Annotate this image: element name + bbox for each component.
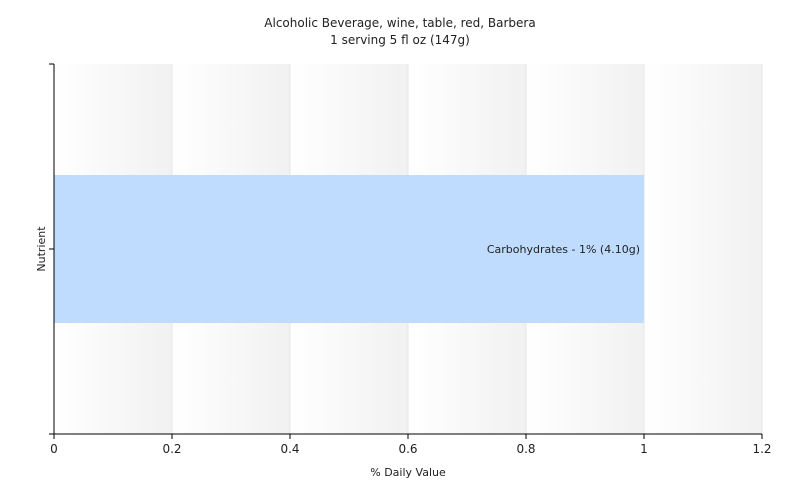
x-tick-label: 0 [50, 442, 58, 456]
x-tick-label: 0.6 [398, 442, 417, 456]
plot-band [644, 64, 762, 434]
chart-title: Alcoholic Beverage, wine, table, red, Ba… [264, 16, 535, 30]
x-tick-label: 0.4 [280, 442, 299, 456]
x-tick-label: 0.8 [516, 442, 535, 456]
x-tick-label: 1 [640, 442, 648, 456]
x-tick-label: 0.2 [162, 442, 181, 456]
x-tick-label: 1.2 [752, 442, 771, 456]
data-label: Carbohydrates - 1% (4.10g) [487, 243, 640, 256]
x-axis-ticks: 0 0.2 0.4 0.6 0.8 1 1.2 [50, 434, 772, 456]
data-labels: Carbohydrates - 1% (4.10g) [487, 243, 640, 256]
chart-subtitle: 1 serving 5 fl oz (147g) [330, 33, 470, 47]
x-axis-label: % Daily Value [370, 466, 446, 479]
bars [54, 175, 644, 323]
bar-carbohydrates [54, 175, 644, 323]
y-axis-label: Nutrient [35, 226, 48, 272]
